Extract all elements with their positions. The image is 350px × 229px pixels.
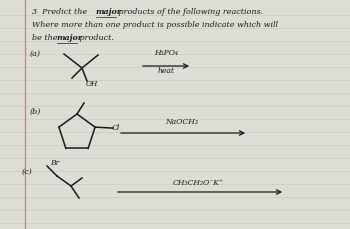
Text: (c): (c) — [22, 168, 33, 176]
Text: (a): (a) — [30, 50, 41, 58]
Text: heat: heat — [158, 67, 175, 75]
Text: NaOCH₃: NaOCH₃ — [166, 118, 198, 126]
Text: OH: OH — [86, 80, 98, 88]
Text: H₃PO₄: H₃PO₄ — [154, 49, 178, 57]
Text: product.: product. — [77, 34, 114, 42]
Text: products of the following reactions.: products of the following reactions. — [116, 8, 263, 16]
Text: Where more than one product is possible indicate which will: Where more than one product is possible … — [32, 21, 278, 29]
Text: Br: Br — [50, 159, 59, 167]
Text: 3  Predict the: 3 Predict the — [32, 8, 90, 16]
Text: be the: be the — [32, 34, 60, 42]
Text: major: major — [96, 8, 122, 16]
Text: Cl: Cl — [112, 124, 120, 132]
Text: CH₃CH₂O⁻K⁺: CH₃CH₂O⁻K⁺ — [173, 179, 224, 187]
Text: (b): (b) — [30, 108, 41, 116]
Text: major: major — [57, 34, 83, 42]
